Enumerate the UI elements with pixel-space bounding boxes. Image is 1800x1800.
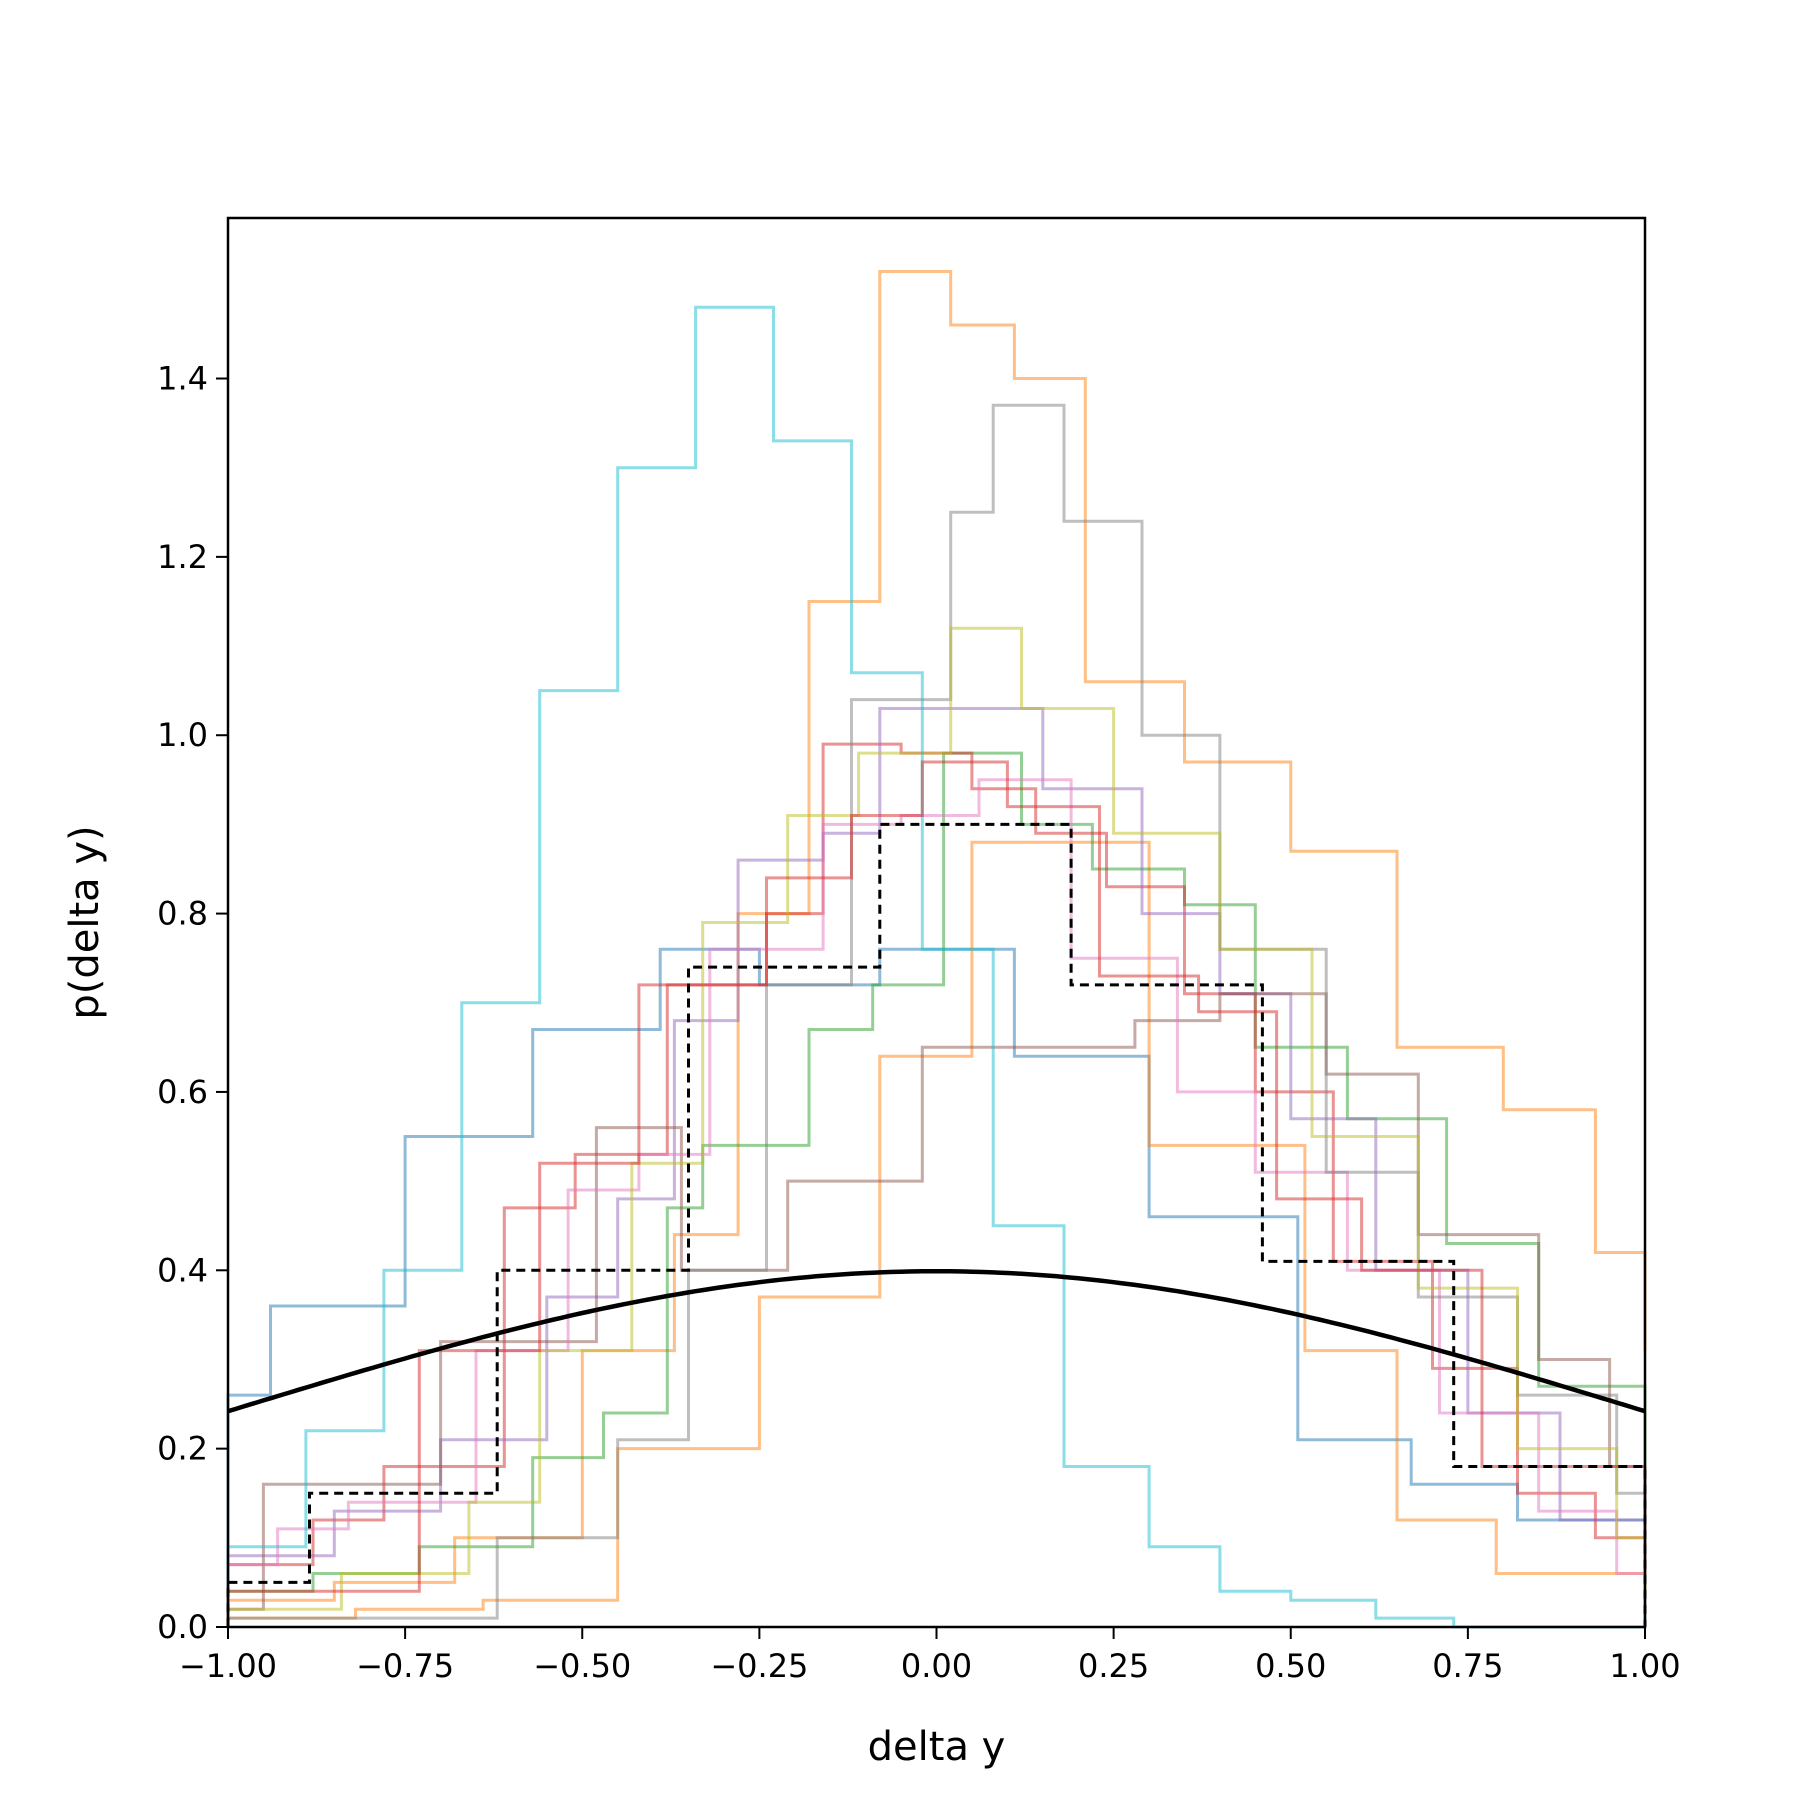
y-tick-label: 0.6	[157, 1073, 208, 1111]
histogram-series-7	[226, 992, 1647, 1627]
reference-histogram-dashed	[226, 822, 1647, 1627]
y-tick-label: 0.0	[157, 1608, 208, 1646]
x-tick-label: −0.75	[356, 1647, 454, 1685]
x-axis-ticks: −1.00 −0.75 −0.50 −0.25 0.00 0.25 0.50 0.75 1.00	[179, 1627, 1681, 1685]
x-tick-label: −0.50	[533, 1647, 631, 1685]
x-tick-label: −0.25	[710, 1647, 808, 1685]
normal-density-curve	[227, 1268, 1646, 1414]
x-tick-label: 0.75	[1432, 1647, 1503, 1685]
y-tick-label: 1.2	[157, 538, 208, 576]
y-tick-label: 1.4	[157, 360, 208, 398]
reference-layer	[226, 822, 1647, 1627]
y-axis-label: p(delta y)	[62, 825, 108, 1019]
x-tick-label: 0.50	[1255, 1647, 1326, 1685]
x-tick-label: 0.25	[1078, 1647, 1149, 1685]
y-axis-ticks: 0.0 0.2 0.4 0.6 0.8 1.0 1.2 1.4	[157, 360, 228, 1646]
x-axis-label: delta y	[868, 1724, 1006, 1770]
histogram-series-layer	[226, 270, 1647, 1629]
y-tick-label: 0.2	[157, 1430, 208, 1468]
histogram-series-2	[226, 840, 1647, 1627]
x-tick-label: −1.00	[179, 1647, 277, 1685]
histogram-series-10	[226, 626, 1647, 1627]
y-tick-label: 1.0	[157, 716, 208, 754]
histogram-series-8	[226, 778, 1647, 1627]
y-tick-label: 0.8	[157, 895, 208, 933]
histogram-series-6	[226, 707, 1647, 1627]
y-tick-label: 0.4	[157, 1251, 208, 1289]
x-tick-label: 0.00	[901, 1647, 972, 1685]
x-tick-label: 1.00	[1609, 1647, 1680, 1685]
histogram-series-12	[226, 760, 1647, 1627]
histogram-series-11	[226, 305, 1645, 1629]
histogram-series-9	[226, 403, 1647, 1627]
